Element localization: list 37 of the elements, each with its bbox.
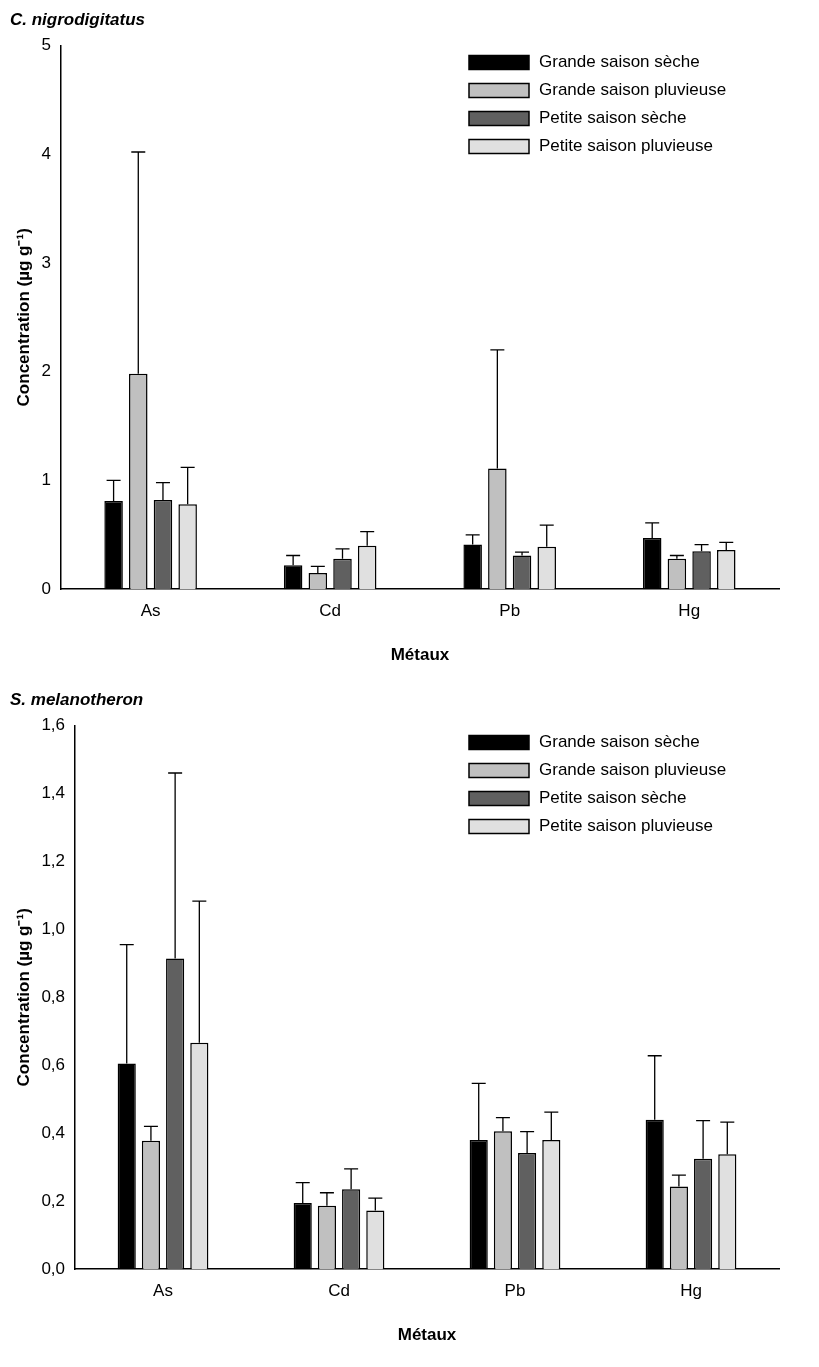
y-tick-label: 0,4 — [41, 1122, 66, 1142]
legend-label: Petite saison pluvieuse — [539, 136, 713, 156]
legend-label: Petite saison sèche — [539, 788, 687, 808]
legend-label: Grande saison sèche — [539, 52, 700, 72]
y-tick-label: 2 — [41, 361, 51, 381]
y-tick-label: 0,0 — [41, 1258, 66, 1278]
chart-title: C. nigrodigitatus — [10, 9, 146, 29]
y-tick-label: 0,8 — [41, 986, 66, 1006]
x-axis-title: Métaux — [390, 645, 450, 665]
x-tick-label: Cd — [328, 1281, 350, 1301]
y-axis-title: Concentration (µg g⁻¹) — [13, 228, 33, 407]
y-tick-label: 5 — [41, 35, 51, 55]
y-tick-label: 3 — [41, 252, 51, 272]
y-tick-label: 1,2 — [41, 851, 66, 871]
legend-label: Petite saison sèche — [539, 108, 687, 128]
y-tick-label: 0,2 — [41, 1190, 66, 1210]
y-tick-label: 1,4 — [41, 783, 66, 803]
y-tick-label: 0,6 — [41, 1054, 66, 1074]
y-tick-label: 4 — [41, 143, 51, 163]
x-tick-label: Hg — [678, 601, 701, 621]
x-tick-label: Cd — [319, 601, 342, 621]
y-tick-label: 0 — [41, 578, 51, 598]
legend-label: Grande saison sèche — [539, 732, 700, 752]
legend-label: Petite saison pluvieuse — [539, 816, 713, 836]
x-tick-label: As — [153, 1281, 173, 1301]
legend-label: Grande saison pluvieuse — [539, 760, 727, 780]
y-axis-title: Concentration (µg g⁻¹) — [13, 908, 33, 1087]
x-axis-title: Métaux — [397, 1325, 457, 1345]
y-tick-label: 1,0 — [41, 919, 66, 939]
x-tick-label: Pb — [504, 1281, 526, 1301]
y-tick-label: 1 — [41, 470, 51, 490]
legend-label: Grande saison pluvieuse — [539, 80, 727, 100]
y-tick-label: 1,6 — [41, 715, 66, 735]
x-tick-label: Pb — [499, 601, 521, 621]
chart-title: S. melanotheron — [10, 689, 144, 709]
x-tick-label: Hg — [680, 1281, 702, 1301]
x-tick-label: As — [140, 601, 161, 621]
